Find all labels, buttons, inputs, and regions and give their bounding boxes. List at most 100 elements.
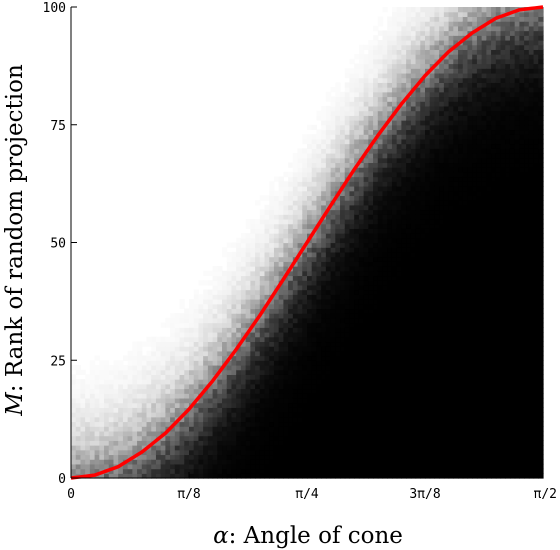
- heatmap-cell: [226, 327, 233, 333]
- heatmap-cell: [391, 11, 398, 18]
- heatmap-cell: [354, 96, 360, 102]
- heatmap-cell: [217, 407, 223, 413]
- heatmap-cell: [231, 459, 237, 465]
- heatmap-cell: [236, 247, 242, 253]
- heatmap-cell: [415, 115, 421, 121]
- heatmap-cell: [387, 261, 393, 267]
- heatmap-cell: [448, 77, 454, 83]
- heatmap-cell: [373, 185, 379, 192]
- heatmap-cell: [217, 317, 223, 324]
- heatmap-cell: [368, 233, 374, 239]
- heatmap-cell: [316, 167, 322, 173]
- heatmap-cell: [429, 214, 436, 220]
- heatmap-cell: [146, 364, 152, 371]
- heatmap-cell: [382, 459, 388, 465]
- heatmap-cell: [259, 430, 266, 437]
- heatmap-cell: [269, 473, 275, 479]
- heatmap-cell: [420, 190, 426, 196]
- heatmap-cell: [439, 91, 445, 98]
- heatmap-cell: [439, 393, 445, 399]
- heatmap-cell: [448, 96, 454, 102]
- heatmap-cell: [85, 393, 91, 399]
- heatmap-cell: [354, 430, 360, 437]
- heatmap-cell: [288, 195, 294, 201]
- heatmap-cell: [410, 115, 417, 121]
- heatmap-cell: [325, 91, 332, 98]
- heatmap-cell: [226, 473, 233, 479]
- heatmap-cell: [75, 445, 82, 451]
- heatmap-cell: [368, 218, 374, 225]
- heatmap-cell: [222, 346, 228, 352]
- heatmap-cell: [377, 115, 384, 121]
- heatmap-cell: [302, 256, 308, 262]
- heatmap-cell: [410, 473, 417, 479]
- heatmap-cell: [377, 120, 384, 126]
- heatmap-cell: [382, 294, 388, 300]
- heatmap-cell: [264, 233, 270, 239]
- heatmap-cell: [217, 435, 223, 441]
- heatmap-cell: [302, 313, 308, 319]
- heatmap-cell: [410, 228, 417, 234]
- heatmap-cell: [179, 364, 185, 371]
- heatmap-cell: [387, 445, 393, 451]
- heatmap-cell: [415, 63, 421, 69]
- heatmap-cell: [155, 369, 162, 375]
- heatmap-cell: [401, 105, 407, 112]
- heatmap-cell: [429, 21, 436, 27]
- heatmap-cell: [307, 214, 313, 220]
- heatmap-cell: [269, 463, 275, 470]
- heatmap-cell: [193, 393, 200, 399]
- heatmap-cell: [321, 440, 327, 446]
- heatmap-cell: [354, 393, 360, 399]
- heatmap-cell: [297, 327, 303, 333]
- heatmap-cell: [316, 261, 322, 267]
- heatmap-cell: [264, 421, 270, 427]
- heatmap-cell: [321, 190, 327, 196]
- heatmap-cell: [377, 416, 384, 423]
- heatmap-cell: [401, 247, 407, 253]
- heatmap-cell: [425, 167, 431, 173]
- heatmap-cell: [387, 171, 393, 178]
- heatmap-cell: [410, 430, 417, 437]
- heatmap-cell: [273, 364, 280, 371]
- heatmap-cell: [212, 412, 218, 418]
- heatmap-cell: [363, 440, 369, 446]
- heatmap-cell: [425, 322, 431, 328]
- heatmap-cell: [429, 209, 436, 215]
- heatmap-cell: [259, 251, 266, 258]
- heatmap-cell: [273, 228, 280, 234]
- heatmap-cell: [259, 322, 266, 328]
- heatmap-cell: [439, 105, 445, 112]
- heatmap-cell: [316, 416, 322, 423]
- heatmap-cell: [448, 148, 454, 154]
- heatmap-cell: [410, 96, 417, 102]
- heatmap-cell: [307, 374, 313, 380]
- heatmap-cell: [396, 124, 402, 131]
- heatmap-cell: [448, 30, 454, 36]
- heatmap-cell: [165, 416, 171, 423]
- heatmap-cell: [335, 181, 341, 187]
- heatmap-cell: [240, 289, 247, 295]
- heatmap-cell: [321, 115, 327, 121]
- heatmap-cell: [358, 58, 365, 65]
- heatmap-cell: [259, 374, 266, 380]
- heatmap-cell: [363, 72, 369, 79]
- heatmap-cell: [207, 303, 214, 310]
- heatmap-cell: [391, 270, 398, 277]
- heatmap-cell: [429, 72, 436, 79]
- heatmap-cell: [146, 459, 152, 465]
- heatmap-cell: [382, 148, 388, 154]
- heatmap-cell: [189, 303, 195, 310]
- heatmap-cell: [212, 336, 218, 343]
- heatmap-cell: [415, 308, 421, 314]
- heatmap-cell: [269, 289, 275, 295]
- heatmap-cell: [344, 317, 351, 324]
- heatmap-cell: [307, 251, 313, 258]
- heatmap-cell: [174, 313, 181, 319]
- heatmap-cell: [198, 341, 204, 347]
- heatmap-cell: [340, 369, 346, 375]
- heatmap-cell: [425, 364, 431, 371]
- heatmap-cell: [363, 256, 369, 262]
- heatmap-cell: [434, 256, 440, 262]
- heatmap-cell: [434, 454, 440, 460]
